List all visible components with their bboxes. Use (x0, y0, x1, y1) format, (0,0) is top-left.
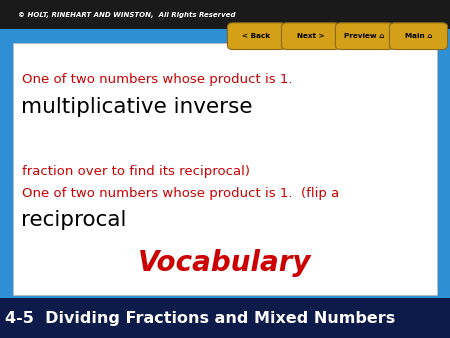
Text: One of two numbers whose product is 1.  (flip a: One of two numbers whose product is 1. (… (22, 187, 340, 199)
Text: Vocabulary: Vocabulary (138, 249, 312, 276)
Bar (0, 0, 450, 29)
Text: Preview ⌂: Preview ⌂ (344, 33, 385, 39)
FancyBboxPatch shape (227, 23, 285, 49)
Text: multiplicative inverse: multiplicative inverse (21, 97, 252, 117)
Text: < Back: < Back (243, 33, 270, 39)
Text: © HOLT, RINEHART AND WINSTON,  All Rights Reserved: © HOLT, RINEHART AND WINSTON, All Rights… (18, 11, 235, 18)
FancyBboxPatch shape (336, 23, 393, 49)
Bar (0, 298, 450, 338)
FancyBboxPatch shape (390, 23, 447, 49)
Text: Next >: Next > (297, 33, 324, 39)
Text: fraction over to find its reciprocal): fraction over to find its reciprocal) (22, 165, 251, 177)
Text: reciprocal: reciprocal (21, 210, 126, 231)
Bar (13, 43, 437, 295)
FancyBboxPatch shape (282, 23, 339, 49)
Text: 4-5  Dividing Fractions and Mixed Numbers: 4-5 Dividing Fractions and Mixed Numbers (5, 311, 396, 325)
Text: Main ⌂: Main ⌂ (405, 33, 432, 39)
Text: One of two numbers whose product is 1.: One of two numbers whose product is 1. (22, 73, 293, 86)
